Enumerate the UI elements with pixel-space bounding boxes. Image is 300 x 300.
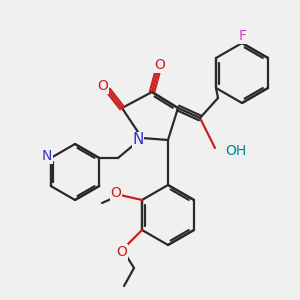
- Text: O: O: [98, 79, 108, 93]
- Text: O: O: [117, 245, 128, 259]
- Text: N: N: [42, 149, 52, 163]
- Text: N: N: [132, 133, 144, 148]
- Text: F: F: [239, 29, 247, 43]
- Text: O: O: [111, 186, 122, 200]
- Text: O: O: [154, 58, 165, 72]
- Text: OH: OH: [225, 144, 246, 158]
